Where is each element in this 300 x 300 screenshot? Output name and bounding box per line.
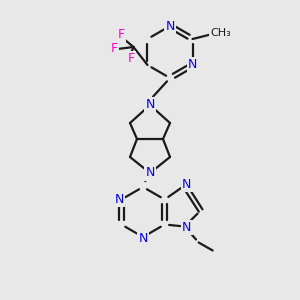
Text: N: N xyxy=(115,193,124,206)
Text: N: N xyxy=(138,232,148,245)
Text: N: N xyxy=(182,221,191,234)
Text: N: N xyxy=(182,178,191,191)
Text: N: N xyxy=(165,20,175,32)
Text: F: F xyxy=(118,28,125,41)
Text: N: N xyxy=(188,58,197,71)
Text: F: F xyxy=(128,52,135,65)
Text: N: N xyxy=(145,167,155,179)
Text: N: N xyxy=(145,98,155,112)
Text: F: F xyxy=(111,43,118,56)
Text: CH₃: CH₃ xyxy=(210,28,231,38)
